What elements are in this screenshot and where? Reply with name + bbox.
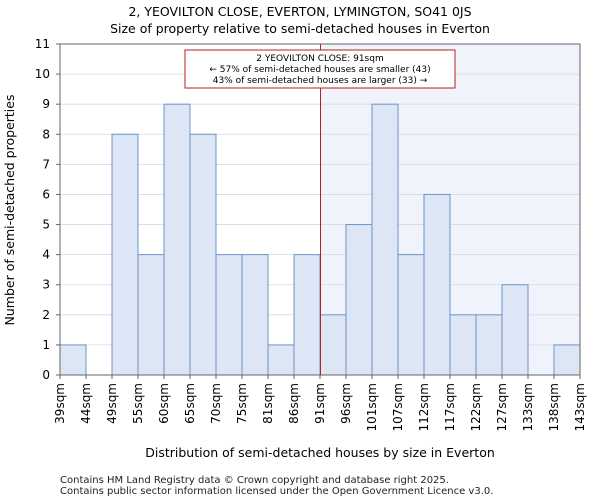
x-tick-label: 81sqm [261, 383, 275, 424]
y-tick-label: 1 [42, 338, 50, 352]
x-axis-label: Distribution of semi-detached houses by … [145, 445, 495, 460]
x-tick-label: 122sqm [469, 383, 483, 431]
x-tick-label: 127sqm [495, 383, 509, 431]
bar-86sqm [293, 254, 321, 376]
annotation-border [184, 49, 456, 89]
x-tick-label: 117sqm [443, 383, 457, 431]
bar-122sqm [475, 314, 503, 376]
x-tick-label: 65sqm [183, 383, 197, 424]
bar-70sqm [215, 254, 243, 376]
y-tick-label: 11 [35, 37, 50, 51]
y-tick-label: 6 [42, 187, 50, 201]
x-tick-label: 133sqm [521, 383, 535, 431]
bar-60sqm [163, 103, 191, 376]
bar-117sqm [449, 314, 477, 376]
bar-55sqm [137, 254, 165, 376]
annotation-line-1: 2 YEOVILTON CLOSE: 91sqm [256, 54, 383, 64]
x-tick-label: 39sqm [53, 383, 67, 424]
bar-138sqm [553, 344, 581, 376]
bar-39sqm [59, 344, 87, 376]
x-tick-label: 112sqm [417, 383, 431, 431]
annotation-line-2: ← 57% of semi-detached houses are smalle… [209, 65, 430, 75]
bar-65sqm [189, 133, 217, 376]
y-tick-label: 2 [42, 308, 50, 322]
y-tick-label: 9 [42, 97, 50, 111]
bar-101sqm [371, 103, 399, 376]
x-tick-label: 44sqm [79, 383, 93, 424]
y-axis-label: Number of semi-detached properties [2, 95, 17, 326]
y-tick-label: 0 [42, 368, 50, 382]
x-tick-label: 101sqm [365, 383, 379, 431]
x-tick-label: 143sqm [573, 383, 587, 431]
y-axis-ticks: 0 1 2 3 4 5 6 7 8 9 10 11 [35, 37, 60, 382]
x-tick-label: 70sqm [209, 383, 223, 424]
chart-title-line-1: 2, YEOVILTON CLOSE, EVERTON, LYMINGTON, … [128, 4, 471, 19]
bar-96sqm [345, 224, 373, 376]
x-tick-label: 138sqm [547, 383, 561, 431]
y-tick-label: 4 [42, 248, 50, 262]
y-tick-label: 3 [42, 278, 50, 292]
bar-91sqm [319, 314, 347, 376]
x-tick-label: 91sqm [313, 383, 327, 424]
y-tick-label: 5 [42, 218, 50, 232]
chart-title-line-2: Size of property relative to semi-detach… [110, 21, 490, 36]
bar-75sqm [241, 254, 269, 376]
x-tick-label: 86sqm [287, 383, 301, 424]
annotation-line-3: 43% of semi-detached houses are larger (… [213, 76, 428, 86]
x-tick-label: 75sqm [235, 383, 249, 424]
x-tick-label: 55sqm [131, 383, 145, 424]
y-tick-label: 10 [35, 67, 50, 81]
bars [59, 103, 581, 376]
bar-81sqm [267, 344, 295, 376]
annotation-box: 2 YEOVILTON CLOSE: 91sqm ← 57% of semi-d… [184, 49, 456, 89]
x-tick-label: 49sqm [105, 383, 119, 424]
y-tick-label: 8 [42, 127, 50, 141]
x-tick-label: 96sqm [339, 383, 353, 424]
footer-line-2: Contains public sector information licen… [60, 486, 493, 497]
x-axis-ticks: 39sqm 44sqm 49sqm 55sqm 60sqm 65sqm 70sqm 75sqm… [53, 375, 587, 431]
bar-49sqm [111, 133, 139, 376]
y-tick-label: 7 [42, 157, 50, 171]
x-tick-label: 60sqm [157, 383, 171, 424]
footer-line-1: Contains HM Land Registry data © Crown c… [60, 475, 449, 486]
x-tick-label: 107sqm [391, 383, 405, 431]
bar-112sqm [423, 193, 451, 376]
bar-127sqm [501, 284, 529, 376]
bar-107sqm [397, 254, 425, 376]
